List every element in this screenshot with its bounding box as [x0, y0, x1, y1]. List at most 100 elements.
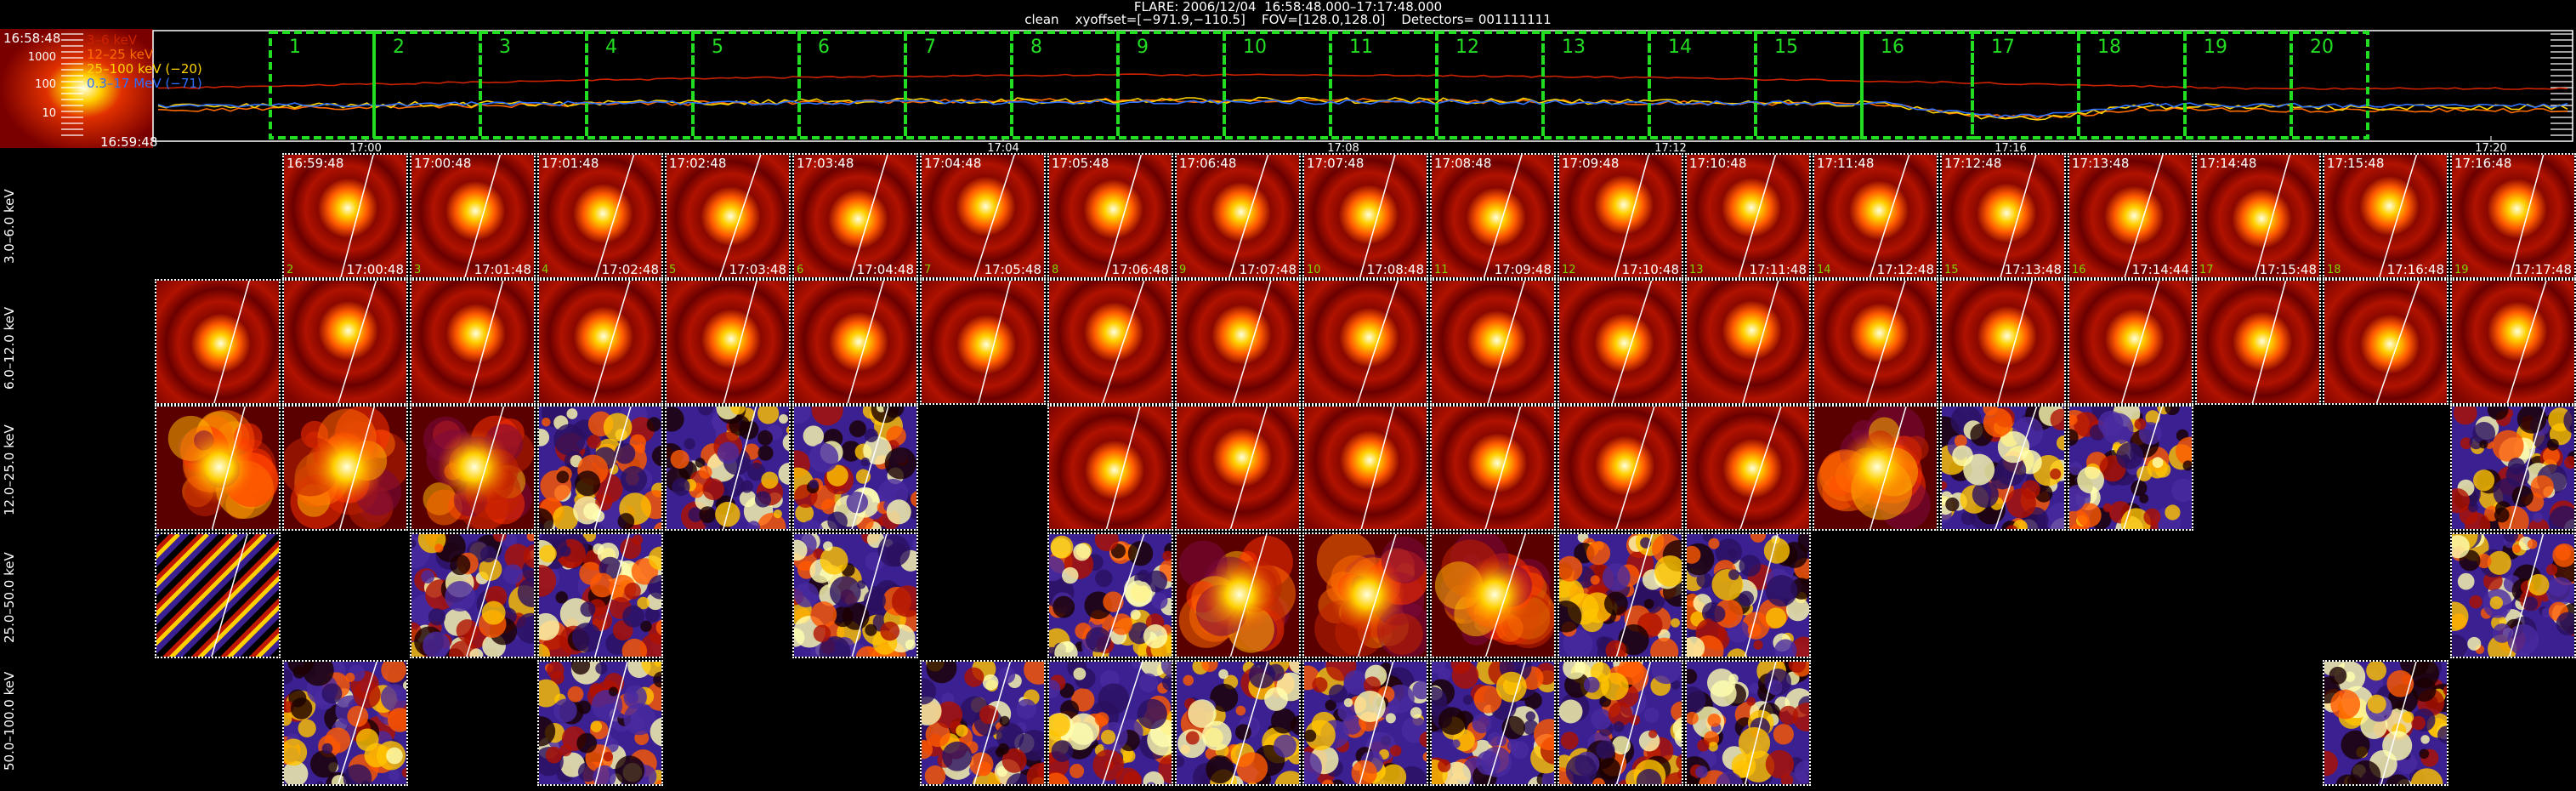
time-interval-label: 1 [289, 37, 301, 58]
image-tile [410, 279, 536, 405]
time-interval-box [691, 31, 801, 139]
tile-graphic [2069, 155, 2192, 277]
tile-graphic [667, 407, 789, 529]
tile-end-time: 17:14:44 [2131, 262, 2189, 277]
time-interval-label: 18 [2097, 37, 2121, 58]
tile-graphic [539, 155, 661, 277]
time-interval-label: 6 [818, 37, 830, 58]
image-tile [2068, 279, 2193, 405]
energy-band-label: 6.0–12.0 keV [2, 306, 17, 390]
tile-graphic [1942, 407, 2064, 529]
image-tile [1558, 532, 1683, 658]
tile-graphic [284, 281, 406, 403]
image-tile [665, 405, 791, 531]
image-tile: 17:03:48 17:04:48 6 [792, 153, 918, 279]
tile-end-time: 17:03:48 [729, 262, 786, 277]
tile-graphic [539, 281, 661, 403]
time-interval-label: 15 [1774, 37, 1798, 58]
image-tile: 17:12:48 17:13:48 15 [1940, 153, 2066, 279]
time-interval-label: 3 [499, 37, 511, 58]
image-tile [2450, 532, 2576, 658]
tile-graphic [1304, 407, 1427, 529]
tile-graphic [667, 155, 789, 277]
tile-interval-index: 18 [2327, 264, 2341, 276]
image-tile [155, 405, 281, 531]
image-tile [282, 405, 408, 531]
tile-interval-index: 15 [1944, 264, 1959, 276]
tile-graphic [1559, 534, 1682, 657]
tile-graphic [1049, 662, 1172, 784]
tile-graphic [1304, 281, 1427, 403]
tile-interval-index: 16 [2072, 264, 2086, 276]
tile-end-time: 17:16:48 [2386, 262, 2444, 277]
tile-interval-index: 6 [797, 264, 804, 276]
tile-graphic [1177, 281, 1299, 403]
tile-graphic [2452, 281, 2574, 403]
tile-graphic [2197, 155, 2319, 277]
lightcurve-series [157, 99, 2568, 118]
time-interval-label: 8 [1030, 37, 1042, 58]
thumbnail-image [0, 29, 153, 148]
image-tile: 17:15:48 17:16:48 18 [2323, 153, 2448, 279]
tile-end-time: 17:12:48 [1876, 262, 1934, 277]
tile-graphic [1432, 534, 1554, 657]
tile-interval-index: 10 [1307, 264, 1321, 276]
tile-graphic [2069, 407, 2192, 529]
tile-start-time: 17:11:48 [1817, 156, 1875, 171]
image-tile [1430, 405, 1556, 531]
tile-graphic [2324, 662, 2447, 784]
tile-start-time: 17:13:48 [2072, 156, 2130, 171]
legend-entry: 25–100 keV (−20) [87, 61, 202, 77]
image-tile [1813, 279, 1938, 405]
image-tile [1047, 405, 1173, 531]
tile-graphic [539, 407, 661, 529]
tile-graphic [411, 155, 534, 277]
y-tick-label: 1000 [28, 51, 56, 64]
tile-graphic [1432, 662, 1554, 784]
time-interval-box [479, 31, 588, 139]
time-interval-label: 12 [1455, 37, 1479, 58]
lightcurve-series [157, 96, 2568, 121]
tile-graphic [2069, 281, 2192, 403]
tile-graphic [1559, 155, 1682, 277]
tile-interval-index: 12 [1562, 264, 1576, 276]
tile-graphic [1687, 281, 1809, 403]
tile-start-time: 16:59:48 [287, 156, 344, 171]
tile-end-time: 17:05:48 [984, 262, 1041, 277]
time-interval-box [2183, 31, 2293, 139]
tile-graphic [922, 155, 1044, 277]
time-interval-label: 7 [924, 37, 936, 58]
tile-interval-index: 11 [1434, 264, 1449, 276]
image-tile: 17:07:48 17:08:48 10 [1302, 153, 1428, 279]
tile-graphic [1432, 407, 1554, 529]
image-tile [2323, 660, 2448, 786]
legend-entry: 3–6 keV [87, 32, 138, 48]
tile-interval-index: 9 [1179, 264, 1187, 276]
tile-end-time: 17:01:48 [474, 262, 531, 277]
image-tile: 17:05:48 17:06:48 8 [1047, 153, 1173, 279]
tile-end-time: 17:13:48 [2004, 262, 2062, 277]
tile-graphic [794, 407, 916, 529]
tile-graphic [794, 281, 916, 403]
energy-band-label: 3.0–6.0 keV [2, 189, 17, 264]
image-tile [2450, 279, 2576, 405]
tile-graphic [922, 662, 1044, 784]
tile-end-time: 17:10:48 [1621, 262, 1679, 277]
x-tick-label: 17:08 [1327, 142, 1359, 153]
tile-graphic [922, 281, 1044, 403]
time-interval-box [1754, 31, 1864, 139]
image-tile [282, 660, 408, 786]
tile-end-time: 17:17:48 [2514, 262, 2572, 277]
image-tile [1558, 405, 1683, 531]
image-tile [1302, 532, 1428, 658]
image-tile: 17:09:48 17:10:48 12 [1558, 153, 1683, 279]
time-interval-label: 19 [2204, 37, 2227, 58]
image-tile [1685, 660, 1811, 786]
image-tile: 17:14:48 17:15:48 17 [2195, 153, 2321, 279]
image-tile [1047, 532, 1173, 658]
image-tile [282, 279, 408, 405]
tile-start-time: 17:09:48 [1562, 156, 1620, 171]
tile-interval-index: 2 [287, 264, 294, 276]
image-tile [1047, 660, 1173, 786]
image-tile [1430, 279, 1556, 405]
